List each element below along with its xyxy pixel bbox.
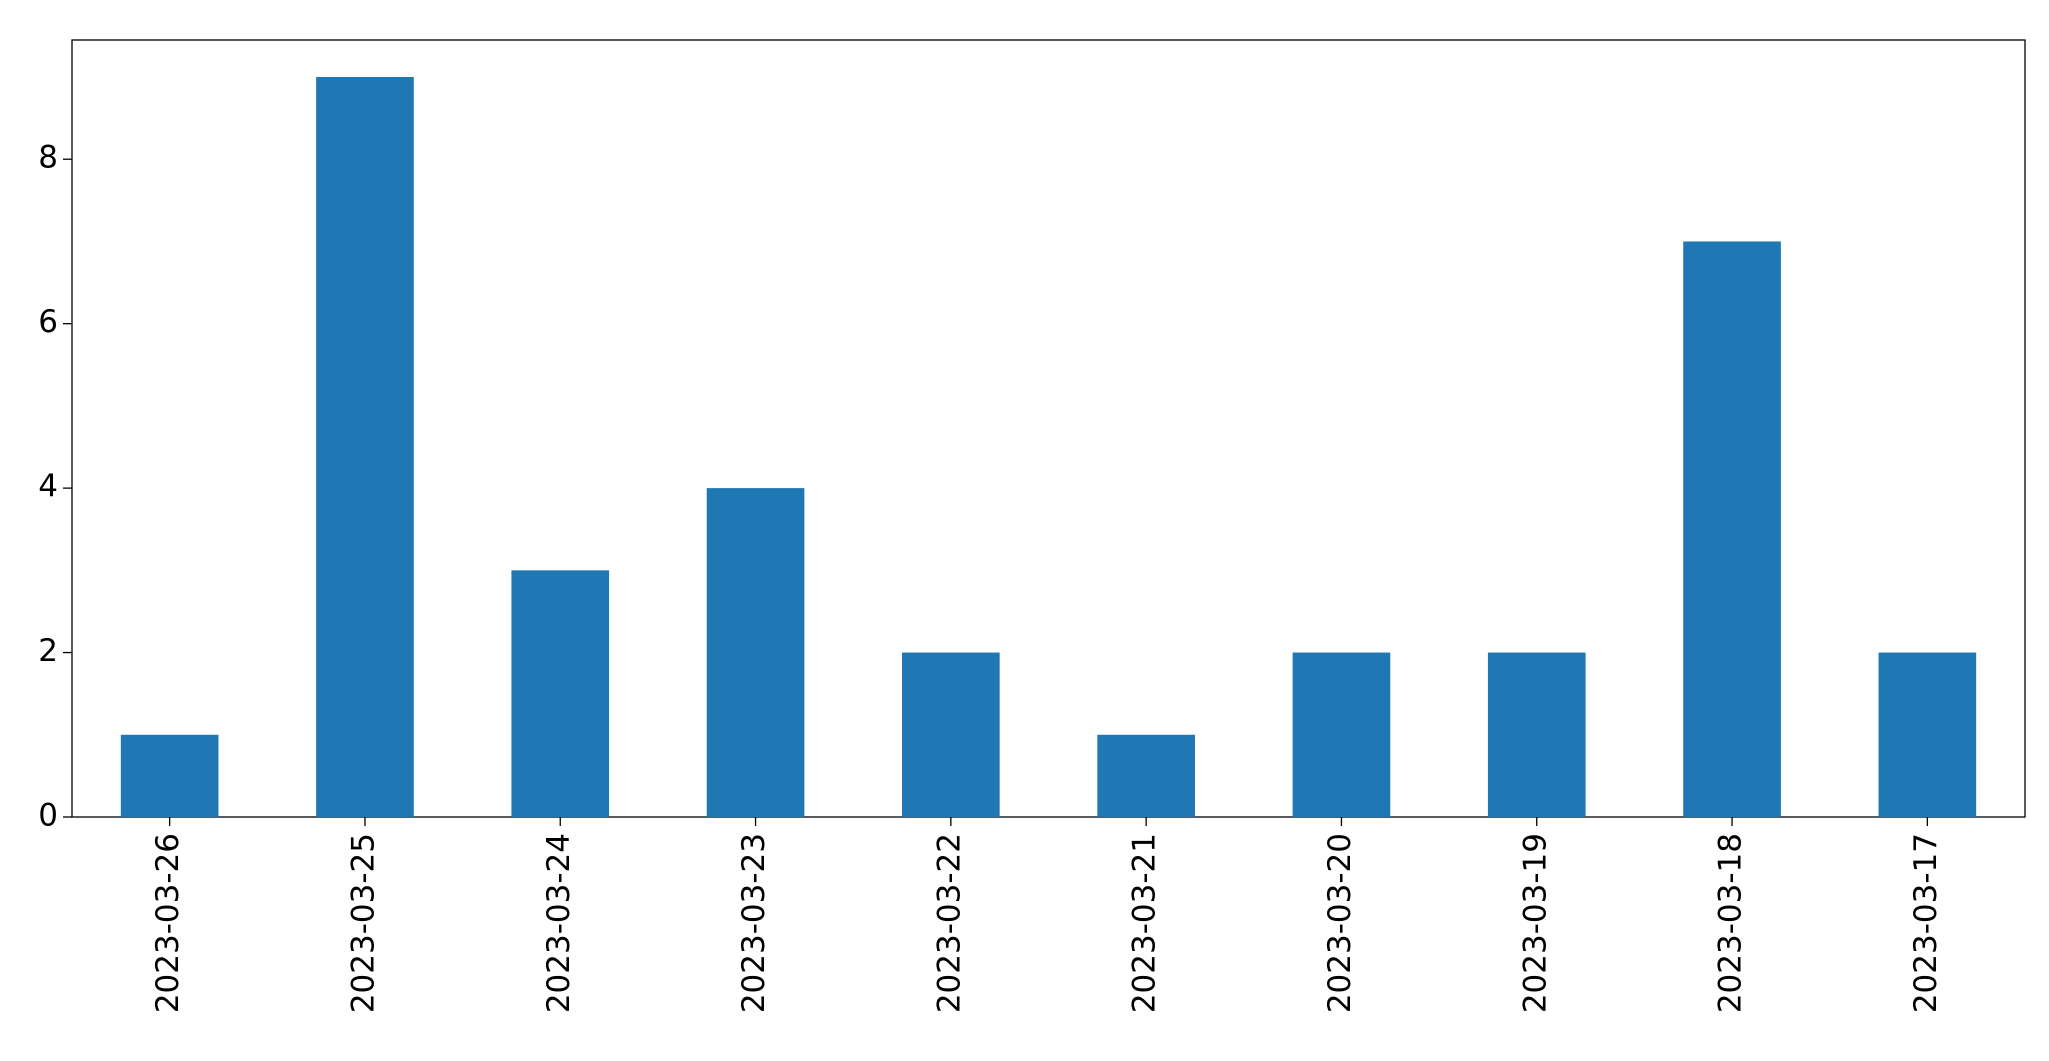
- x-tick-label: 2023-03-18: [1713, 833, 1749, 1013]
- bar: [120, 734, 219, 817]
- x-tick-label: 2023-03-22: [931, 833, 967, 1013]
- bar: [1292, 652, 1391, 817]
- bar: [1878, 652, 1977, 817]
- bar: [1097, 734, 1195, 817]
- x-tick-label: 2023-03-17: [1908, 833, 1944, 1013]
- bar: [316, 77, 414, 817]
- x-tick-label: 2023-03-21: [1127, 833, 1163, 1013]
- y-tick-label: 8: [38, 140, 58, 176]
- x-tick-label: 2023-03-25: [345, 833, 381, 1013]
- x-tick-label: 2023-03-26: [150, 833, 186, 1013]
- x-tick-label: 2023-03-20: [1322, 833, 1358, 1013]
- bar: [1683, 241, 1781, 817]
- bar: [1487, 652, 1586, 817]
- bar: [902, 652, 1000, 817]
- bar: [706, 488, 805, 817]
- x-tick-label: 2023-03-23: [736, 833, 772, 1013]
- y-tick-label: 4: [38, 469, 58, 505]
- plot-frame: [71, 39, 2026, 818]
- bar: [511, 570, 610, 817]
- y-tick-label: 6: [38, 304, 58, 340]
- y-tick-label: 2: [38, 633, 58, 669]
- x-tick-label: 2023-03-24: [541, 833, 577, 1013]
- y-tick-label: 0: [38, 798, 58, 834]
- x-tick-label: 2023-03-19: [1517, 833, 1553, 1013]
